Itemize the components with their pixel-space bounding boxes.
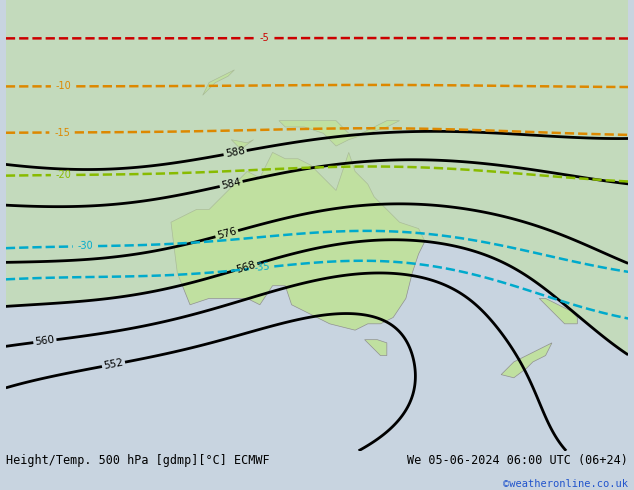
Text: 552: 552 [103, 358, 124, 371]
Polygon shape [203, 70, 235, 95]
Polygon shape [365, 340, 387, 356]
Text: -35: -35 [253, 262, 270, 273]
Text: We 05-06-2024 06:00 UTC (06+24): We 05-06-2024 06:00 UTC (06+24) [407, 454, 628, 467]
Polygon shape [279, 121, 399, 146]
Text: Height/Temp. 500 hPa [gdmp][°C] ECMWF: Height/Temp. 500 hPa [gdmp][°C] ECMWF [6, 454, 270, 467]
Text: -5: -5 [260, 33, 269, 43]
Polygon shape [540, 298, 578, 324]
Polygon shape [171, 152, 425, 330]
Text: 584: 584 [221, 177, 242, 191]
Text: 568: 568 [235, 260, 257, 275]
Text: 576: 576 [216, 226, 238, 241]
Text: -10: -10 [56, 81, 72, 91]
Text: 560: 560 [34, 335, 55, 347]
Text: -20: -20 [56, 170, 72, 180]
Text: -30: -30 [77, 241, 93, 251]
Text: -15: -15 [54, 127, 70, 138]
Polygon shape [501, 343, 552, 378]
Text: ©weatheronline.co.uk: ©weatheronline.co.uk [503, 479, 628, 489]
Text: 588: 588 [224, 146, 246, 159]
Polygon shape [231, 140, 254, 149]
